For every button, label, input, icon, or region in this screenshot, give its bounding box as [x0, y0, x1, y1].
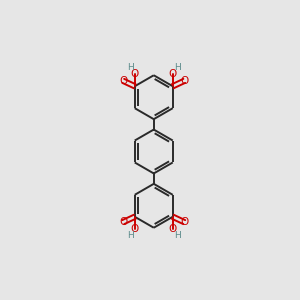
Text: H: H: [127, 63, 134, 72]
Text: O: O: [169, 68, 177, 79]
Text: O: O: [130, 68, 139, 79]
Text: O: O: [180, 76, 188, 86]
Text: H: H: [127, 231, 134, 240]
Text: H: H: [174, 231, 181, 240]
Text: O: O: [180, 217, 188, 227]
Text: H: H: [174, 63, 181, 72]
Text: O: O: [119, 76, 128, 86]
Text: O: O: [169, 224, 177, 235]
Text: O: O: [119, 217, 128, 227]
Text: O: O: [130, 224, 139, 235]
